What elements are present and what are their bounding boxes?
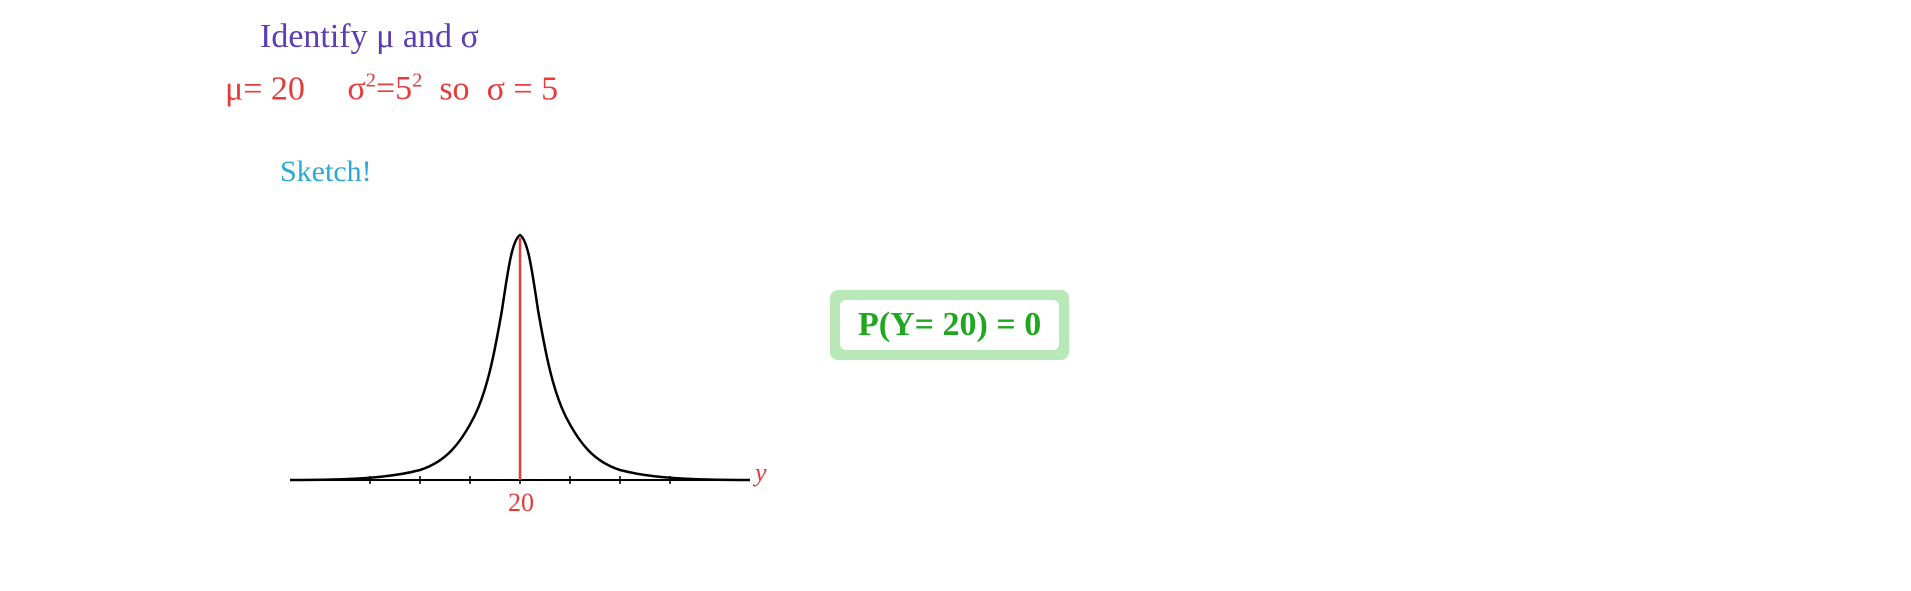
x-axis-label: y bbox=[755, 458, 767, 488]
parameters-text: μ= 20 σ2=52 so σ = 5 bbox=[225, 70, 558, 108]
sigma-value: σ = 5 bbox=[487, 70, 559, 107]
normal-distribution-chart: 20 y bbox=[270, 200, 750, 530]
answer-text: P(Y= 20) = 0 bbox=[840, 300, 1059, 350]
sigma-squared: σ2=52 bbox=[347, 70, 422, 107]
answer-box: P(Y= 20) = 0 bbox=[830, 290, 1069, 360]
chart-svg bbox=[270, 200, 750, 530]
mean-label: 20 bbox=[508, 488, 534, 518]
title-text: Identify μ and σ bbox=[260, 18, 479, 56]
sketch-label: Sketch! bbox=[280, 155, 372, 189]
mu-value: μ= 20 bbox=[225, 70, 305, 107]
